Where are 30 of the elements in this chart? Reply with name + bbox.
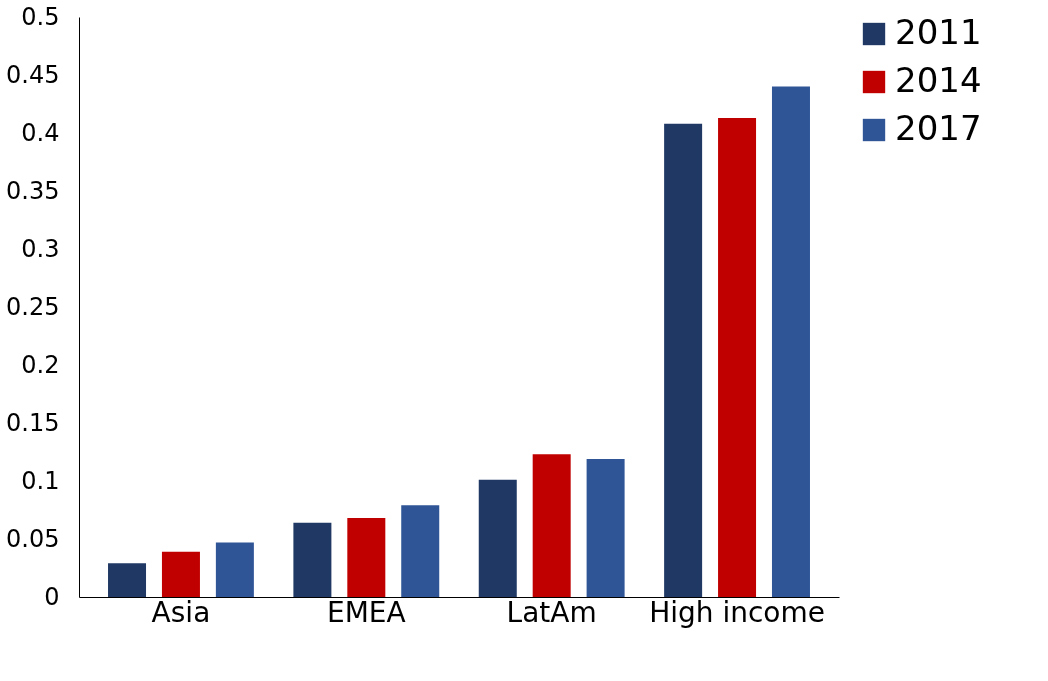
x-tick-label: High income bbox=[649, 595, 825, 629]
x-tick-label: Asia bbox=[151, 595, 211, 629]
bar bbox=[478, 479, 517, 597]
bar bbox=[161, 551, 200, 597]
bar bbox=[532, 454, 571, 597]
y-tick-label: 0.2 bbox=[21, 350, 60, 379]
legend-label: 2011 bbox=[895, 12, 982, 52]
x-tick-label: EMEA bbox=[326, 595, 406, 629]
y-tick-label: 0.35 bbox=[6, 176, 60, 205]
y-tick-label: 0 bbox=[44, 582, 60, 611]
legend-label: 2017 bbox=[895, 108, 982, 148]
y-tick-label: 0.25 bbox=[6, 292, 60, 321]
y-tick-label: 0.45 bbox=[6, 60, 60, 89]
bar bbox=[401, 505, 440, 597]
x-tick-label: LatAm bbox=[506, 595, 597, 629]
legend-label: 2014 bbox=[895, 60, 982, 100]
bar bbox=[293, 522, 332, 597]
y-tick-label: 0.05 bbox=[6, 524, 60, 553]
y-tick-label: 0.1 bbox=[21, 466, 60, 495]
bar bbox=[771, 86, 810, 597]
bar bbox=[347, 518, 386, 597]
bar bbox=[586, 458, 625, 597]
bar bbox=[108, 563, 147, 597]
bar bbox=[215, 542, 254, 597]
y-tick-label: 0.5 bbox=[21, 2, 60, 31]
bar bbox=[718, 117, 757, 597]
bar bbox=[664, 123, 703, 597]
y-tick-label: 0.3 bbox=[21, 234, 60, 263]
y-tick-label: 0.4 bbox=[21, 118, 60, 147]
y-tick-label: 0.15 bbox=[6, 408, 60, 437]
